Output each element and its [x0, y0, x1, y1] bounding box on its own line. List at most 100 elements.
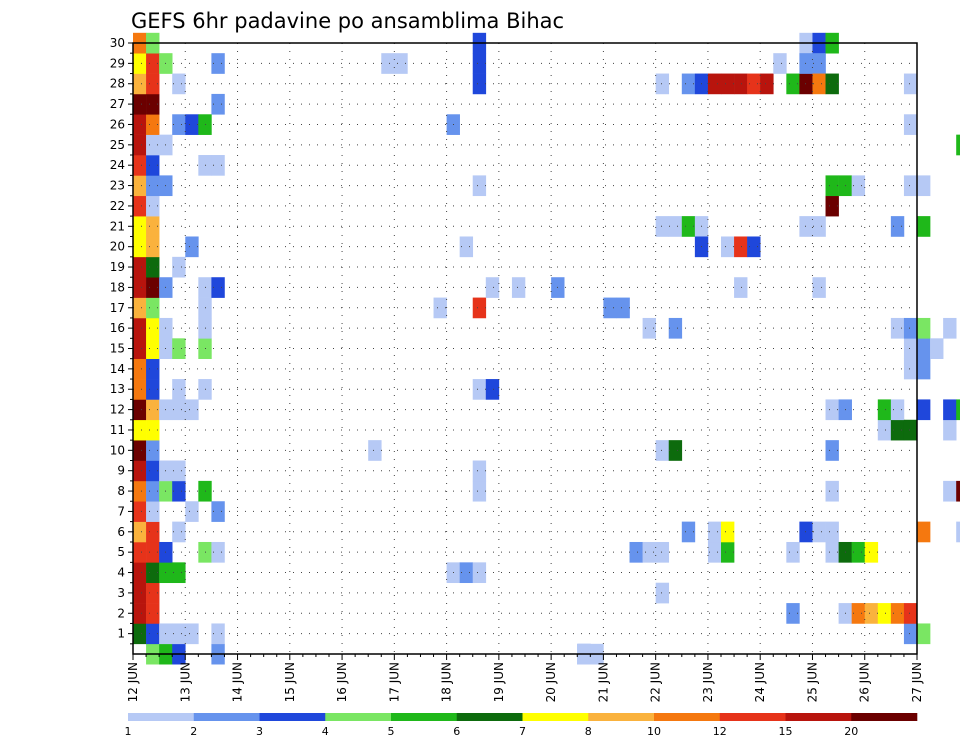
heatmap-cell [825, 521, 839, 543]
heatmap-cell [433, 297, 447, 319]
y-tick-label: 16 [110, 321, 125, 335]
heatmap-cell [877, 399, 892, 421]
heatmap-cell [146, 338, 160, 359]
heatmap-cell [146, 195, 160, 217]
y-tick-label: 9 [117, 464, 125, 478]
heatmap-cell [172, 338, 186, 359]
heatmap-cell [172, 521, 186, 543]
colorbar-label: 2 [190, 725, 197, 738]
y-tick-label: 20 [110, 240, 125, 254]
heatmap-cell [133, 379, 147, 400]
heatmap-cell [172, 399, 186, 421]
y-tick-label: 19 [110, 260, 125, 274]
heatmap-cell [146, 317, 160, 339]
y-tick-label: 2 [117, 606, 125, 620]
heatmap-cell [903, 114, 918, 135]
y-tick-label: 30 [110, 36, 125, 50]
y-tick-label: 15 [110, 342, 125, 356]
y-tick-label: 28 [110, 77, 125, 91]
heatmap-cell [133, 114, 147, 135]
heatmap-cell [747, 73, 761, 95]
colorbar-swatch [259, 713, 326, 721]
heatmap-cell [185, 623, 199, 645]
y-tick-label: 6 [117, 525, 125, 539]
heatmap-cell [459, 236, 474, 258]
heatmap-cell [146, 440, 160, 461]
colorbar-swatch [456, 713, 523, 721]
heatmap-cell [146, 73, 160, 95]
heatmap-cell [133, 440, 147, 461]
heatmap-cell [133, 195, 147, 217]
x-tick-label: 25 JUN [805, 662, 819, 702]
heatmap-cell [864, 603, 879, 624]
heatmap-cell [133, 358, 147, 380]
colorbar-swatch [588, 713, 655, 721]
colorbar-label: 1 [125, 725, 132, 738]
heatmap-cell [472, 175, 487, 197]
heatmap-cell [394, 53, 408, 74]
colorbar-label: 5 [388, 725, 395, 738]
heatmap-cell [172, 114, 186, 135]
heatmap-cell [851, 603, 866, 624]
y-tick-label: 10 [110, 443, 125, 457]
heatmap-cell [472, 379, 487, 400]
heatmap-cell [956, 480, 960, 502]
heatmap-cell [721, 521, 735, 543]
heatmap-cell [146, 379, 160, 400]
heatmap-cell [133, 73, 147, 95]
heatmap-cell [172, 623, 186, 645]
y-tick-label: 18 [110, 280, 125, 294]
heatmap-cell [146, 582, 160, 604]
y-tick-label: 4 [117, 566, 125, 580]
heatmap-cell [133, 623, 147, 645]
heatmap-cell [211, 501, 225, 522]
heatmap-cell [956, 399, 960, 421]
heatmap-cell [707, 73, 722, 95]
heatmap-cell [825, 440, 839, 461]
heatmap-cell [133, 155, 147, 176]
heatmap-cell [890, 419, 905, 441]
y-tick-label: 1 [117, 627, 125, 641]
x-tick-label: 20 JUN [544, 662, 558, 702]
colorbar-swatch [522, 713, 589, 721]
heatmap-cell [812, 216, 826, 237]
heatmap-cell [956, 521, 960, 543]
heatmap-cell [642, 541, 656, 563]
x-tick-label: 18 JUN [440, 662, 454, 702]
x-tick-label: 19 JUN [492, 662, 506, 702]
heatmap-cell [890, 216, 905, 237]
heatmap-cell [707, 541, 722, 563]
heatmap-cell [825, 73, 839, 95]
colorbar-label: 7 [519, 725, 526, 738]
heatmap-cell [917, 358, 931, 380]
heatmap-cell [812, 521, 826, 543]
heatmap-cell [655, 541, 670, 563]
y-tick-label: 21 [110, 219, 125, 233]
y-tick-label: 22 [110, 199, 125, 213]
heatmap-cell [655, 73, 670, 95]
heatmap-cell [760, 73, 774, 95]
heatmap-cell [472, 73, 487, 95]
heatmap-cell [146, 114, 160, 135]
y-tick-label: 24 [110, 158, 125, 172]
colorbar-label: 8 [585, 725, 592, 738]
heatmap-cell [890, 399, 905, 421]
heatmap-cell [668, 216, 683, 237]
heatmap-cell [825, 541, 839, 563]
heatmap-cell [943, 399, 957, 421]
y-tick-label: 27 [110, 97, 125, 111]
x-tick-label: 17 JUN [387, 662, 401, 702]
heatmap-cell [812, 277, 826, 298]
heatmap-cell [133, 53, 147, 74]
heatmap-cell [172, 460, 186, 482]
heatmap-cell [211, 277, 225, 298]
heatmap-cell [903, 419, 918, 441]
heatmap-cell [211, 155, 225, 176]
y-tick-label: 17 [110, 301, 125, 315]
heatmap-cell [917, 338, 931, 359]
heatmap-cell [146, 603, 160, 624]
heatmap-cell [146, 399, 160, 421]
colorbar-swatch [391, 713, 458, 721]
x-tick-label: 16 JUN [335, 662, 349, 702]
heatmap-cell [172, 379, 186, 400]
